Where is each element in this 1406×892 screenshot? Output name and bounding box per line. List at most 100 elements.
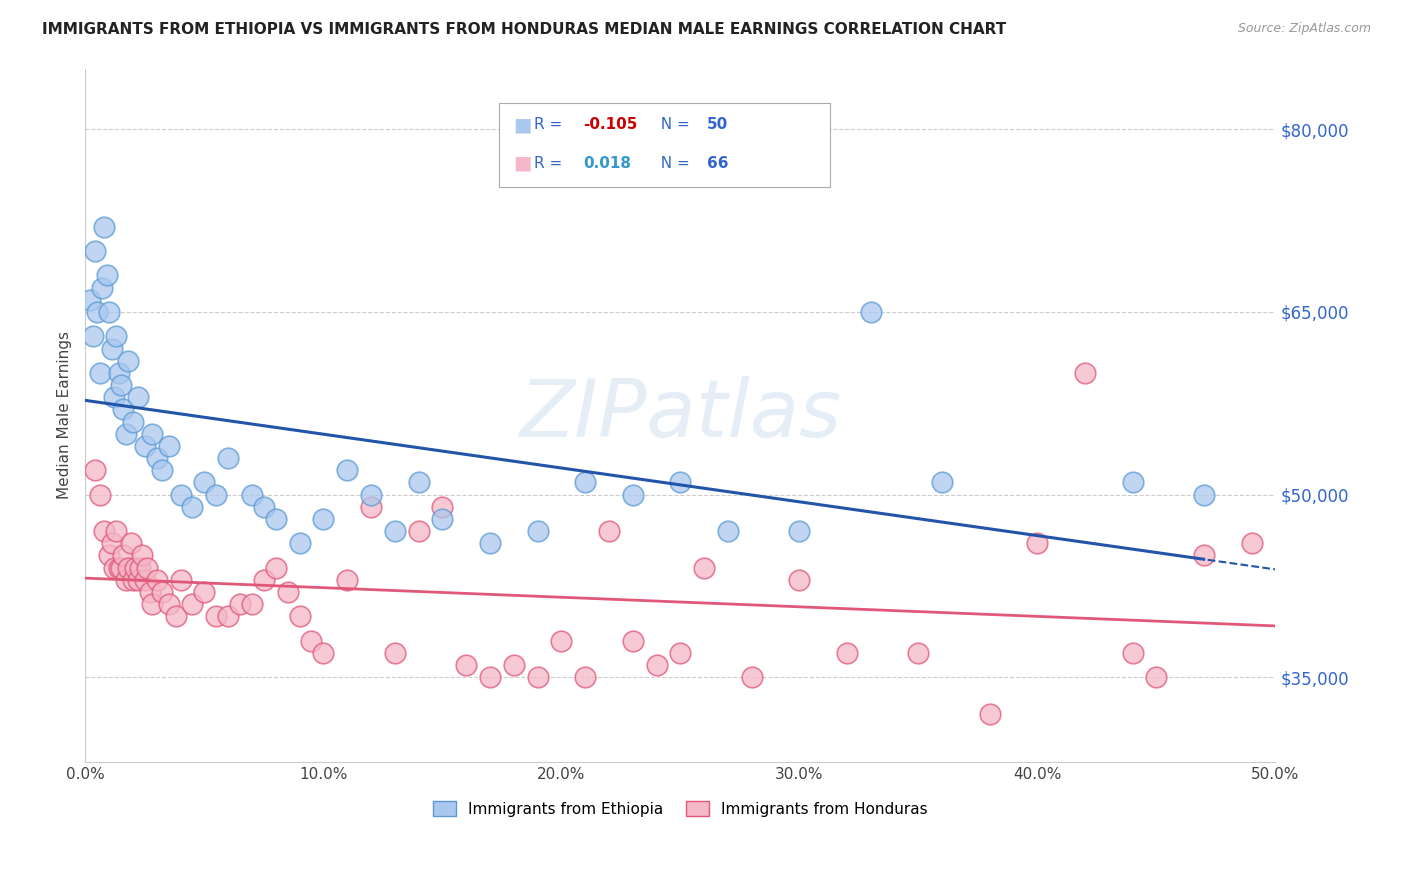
Point: [384, 646, 406, 660]
Point: [181, 597, 204, 611]
Point: [1192, 549, 1215, 563]
Text: 50: 50: [707, 118, 728, 132]
Point: [264, 560, 287, 574]
Point: [288, 536, 311, 550]
Point: [264, 512, 287, 526]
Point: [432, 500, 454, 514]
Point: [93, 219, 115, 234]
Point: [621, 487, 644, 501]
Point: [136, 560, 159, 574]
Point: [124, 560, 146, 574]
Legend: Immigrants from Ethiopia, Immigrants from Honduras: Immigrants from Ethiopia, Immigrants fro…: [425, 793, 935, 824]
Point: [205, 487, 228, 501]
Point: [122, 573, 145, 587]
Point: [288, 609, 311, 624]
Point: [96, 268, 118, 283]
Point: [526, 524, 548, 538]
Point: [789, 524, 811, 538]
Point: [408, 524, 430, 538]
Point: [83, 463, 105, 477]
Point: [112, 402, 135, 417]
Point: [1240, 536, 1263, 550]
Point: [907, 646, 929, 660]
Point: [91, 280, 114, 294]
Point: [103, 560, 125, 574]
Point: [360, 487, 382, 501]
Point: [146, 573, 169, 587]
Point: [240, 597, 263, 611]
Point: [114, 573, 136, 587]
Point: [1144, 670, 1167, 684]
Point: [478, 670, 501, 684]
Point: [336, 573, 359, 587]
Point: [193, 475, 215, 490]
Point: [120, 536, 142, 550]
Point: [478, 536, 501, 550]
Point: [253, 500, 276, 514]
Point: [217, 609, 239, 624]
Point: [859, 305, 882, 319]
Point: [127, 390, 149, 404]
Text: Source: ZipAtlas.com: Source: ZipAtlas.com: [1237, 22, 1371, 36]
Text: N =: N =: [651, 118, 695, 132]
Point: [83, 244, 105, 259]
Point: [110, 560, 132, 574]
Point: [645, 658, 668, 673]
Point: [122, 415, 145, 429]
Point: [574, 670, 596, 684]
Point: [100, 342, 122, 356]
Point: [134, 573, 156, 587]
Text: ZIPatlas: ZIPatlas: [519, 376, 841, 455]
Point: [526, 670, 548, 684]
Point: [107, 560, 129, 574]
Point: [312, 646, 335, 660]
Point: [86, 305, 108, 319]
Point: [621, 633, 644, 648]
Point: [117, 560, 139, 574]
Point: [408, 475, 430, 490]
Point: [1026, 536, 1049, 550]
Point: [205, 609, 228, 624]
Point: [157, 597, 180, 611]
Text: -0.105: -0.105: [583, 118, 638, 132]
Point: [360, 500, 382, 514]
Point: [117, 353, 139, 368]
Point: [114, 426, 136, 441]
Point: [79, 293, 101, 307]
Point: [1192, 487, 1215, 501]
Point: [456, 658, 478, 673]
Point: [107, 366, 129, 380]
Point: [150, 585, 173, 599]
Point: [312, 512, 335, 526]
Point: [141, 426, 163, 441]
Point: [669, 646, 692, 660]
Point: [110, 378, 132, 392]
Point: [741, 670, 763, 684]
Point: [181, 500, 204, 514]
Point: [277, 585, 299, 599]
Text: R =: R =: [534, 156, 572, 170]
Point: [103, 390, 125, 404]
Point: [253, 573, 276, 587]
Point: [169, 487, 191, 501]
Point: [550, 633, 572, 648]
Point: [150, 463, 173, 477]
Point: [105, 329, 128, 343]
Point: [165, 609, 187, 624]
Point: [141, 597, 163, 611]
Point: [669, 475, 692, 490]
Point: [502, 658, 524, 673]
Point: [693, 560, 716, 574]
Point: [979, 706, 1001, 721]
Point: [574, 475, 596, 490]
Point: [229, 597, 252, 611]
Point: [193, 585, 215, 599]
Point: [169, 573, 191, 587]
Text: N =: N =: [651, 156, 695, 170]
Point: [432, 512, 454, 526]
Point: [127, 573, 149, 587]
Point: [384, 524, 406, 538]
Text: IMMIGRANTS FROM ETHIOPIA VS IMMIGRANTS FROM HONDURAS MEDIAN MALE EARNINGS CORREL: IMMIGRANTS FROM ETHIOPIA VS IMMIGRANTS F…: [42, 22, 1007, 37]
Text: ■: ■: [513, 153, 531, 173]
Point: [1122, 475, 1144, 490]
